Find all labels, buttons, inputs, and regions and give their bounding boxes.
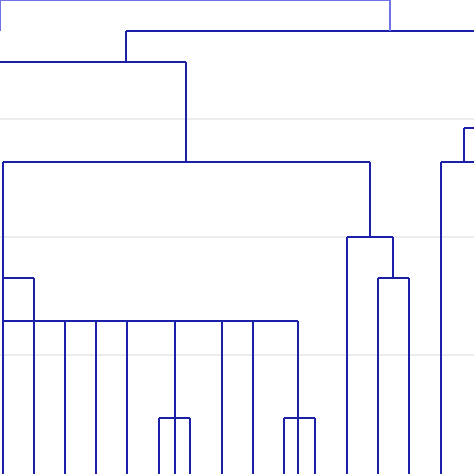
gridlines [0, 118, 474, 356]
